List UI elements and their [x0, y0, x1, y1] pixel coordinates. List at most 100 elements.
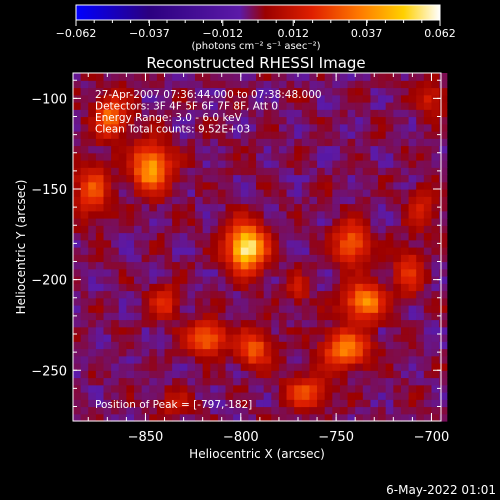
- heatmap-cell: [278, 276, 288, 284]
- heatmap-cell: [95, 160, 105, 168]
- colorbar-tick-label: 0.062: [424, 27, 456, 40]
- heatmap-cell: [355, 181, 364, 190]
- heatmap-cell: [134, 254, 143, 263]
- heatmap-cell: [393, 167, 402, 176]
- heatmap-cell: [240, 160, 250, 168]
- heatmap-cell: [217, 232, 227, 241]
- heatmap-cell: [439, 392, 448, 400]
- heatmap-cell: [240, 399, 250, 408]
- heatmap-cell: [294, 123, 303, 132]
- heatmap-cell: [339, 94, 349, 103]
- heatmap-cell: [95, 210, 105, 219]
- heatmap-cell: [256, 326, 265, 335]
- heatmap-cell: [393, 116, 402, 125]
- heatmap-cell: [164, 341, 173, 350]
- heatmap-cell: [378, 334, 387, 342]
- heatmap-cell: [416, 392, 425, 400]
- heatmap-cell: [210, 355, 219, 364]
- heatmap-cell: [164, 73, 173, 81]
- heatmap-cell: [385, 123, 394, 132]
- heatmap-cell: [141, 210, 150, 219]
- heatmap-cell: [248, 102, 257, 110]
- heatmap-cell: [423, 152, 433, 161]
- heatmap-cell: [134, 413, 143, 422]
- heatmap-cell: [195, 348, 204, 357]
- heatmap-cell: [355, 334, 364, 342]
- heatmap-cell: [126, 355, 135, 364]
- heatmap-cell: [439, 384, 448, 393]
- heatmap-cell: [286, 326, 295, 335]
- heatmap-cell: [309, 341, 318, 350]
- heatmap-cell: [225, 276, 234, 284]
- heatmap-cell: [179, 94, 189, 103]
- heatmap-cell: [210, 232, 219, 241]
- heatmap-cell: [210, 276, 219, 284]
- heatmap-cell: [156, 131, 166, 139]
- heatmap-cell: [286, 160, 295, 168]
- heatmap-cell: [80, 305, 89, 313]
- heatmap-cell: [263, 326, 272, 335]
- heatmap-cell: [187, 138, 196, 147]
- heatmap-cell: [187, 341, 196, 350]
- heatmap-cell: [355, 290, 364, 299]
- heatmap-cell: [416, 218, 425, 226]
- heatmap-cell: [385, 406, 394, 415]
- heatmap-cell: [431, 247, 440, 255]
- heatmap-cell: [225, 181, 234, 190]
- heatmap-cell: [126, 152, 135, 161]
- heatmap-cell: [156, 167, 166, 176]
- x-tick-label: −700: [414, 430, 450, 445]
- heatmap-cell: [370, 297, 379, 306]
- heatmap-cell: [378, 225, 387, 234]
- heatmap-cell: [240, 203, 250, 212]
- heatmap-cell: [88, 326, 97, 335]
- heatmap-cell: [217, 305, 227, 313]
- heatmap-cell: [362, 261, 372, 270]
- heatmap-cell: [431, 167, 440, 176]
- heatmap-cell: [240, 131, 250, 139]
- heatmap-cell: [378, 261, 387, 270]
- heatmap-cell: [202, 276, 211, 284]
- heatmap-cell: [439, 363, 448, 371]
- heatmap-cell: [103, 392, 112, 400]
- heatmap-cell: [393, 319, 402, 328]
- heatmap-cell: [400, 355, 410, 364]
- heatmap-cell: [149, 160, 158, 168]
- heatmap-cell: [111, 268, 120, 277]
- heatmap-cell: [134, 341, 143, 350]
- heatmap-cell: [225, 334, 234, 342]
- heatmap-cell: [202, 247, 211, 255]
- heatmap-cell: [301, 290, 311, 299]
- heatmap-cell: [141, 189, 150, 197]
- heatmap-cell: [141, 232, 150, 241]
- heatmap-cell: [378, 268, 387, 277]
- heatmap-cell: [217, 102, 227, 110]
- heatmap-cell: [271, 87, 280, 96]
- heatmap-cell: [118, 254, 127, 263]
- heatmap-cell: [286, 283, 295, 292]
- heatmap-cell: [324, 348, 333, 357]
- heatmap-cell: [408, 189, 417, 197]
- heatmap-cell: [439, 261, 448, 270]
- heatmap-cell: [378, 203, 387, 212]
- heatmap-cell: [271, 181, 280, 190]
- heatmap-cell: [378, 348, 387, 357]
- heatmap-cell: [339, 312, 349, 321]
- heatmap-cell: [248, 218, 257, 226]
- heatmap-cell: [149, 334, 158, 342]
- heatmap-cell: [95, 109, 105, 118]
- heatmap-cell: [393, 73, 402, 81]
- heatmap-cell: [347, 123, 356, 132]
- heatmap-cell: [164, 218, 173, 226]
- heatmap-cell: [431, 363, 440, 371]
- heatmap-cell: [210, 80, 219, 89]
- heatmap-cell: [400, 232, 410, 241]
- heatmap-cell: [73, 203, 82, 212]
- heatmap-cell: [141, 384, 150, 393]
- heatmap-cell: [286, 102, 295, 110]
- heatmap-cell: [156, 138, 166, 147]
- heatmap-cell: [439, 305, 448, 313]
- heatmap-cell: [271, 261, 280, 270]
- heatmap-cell: [210, 326, 219, 335]
- heatmap-cell: [164, 254, 173, 263]
